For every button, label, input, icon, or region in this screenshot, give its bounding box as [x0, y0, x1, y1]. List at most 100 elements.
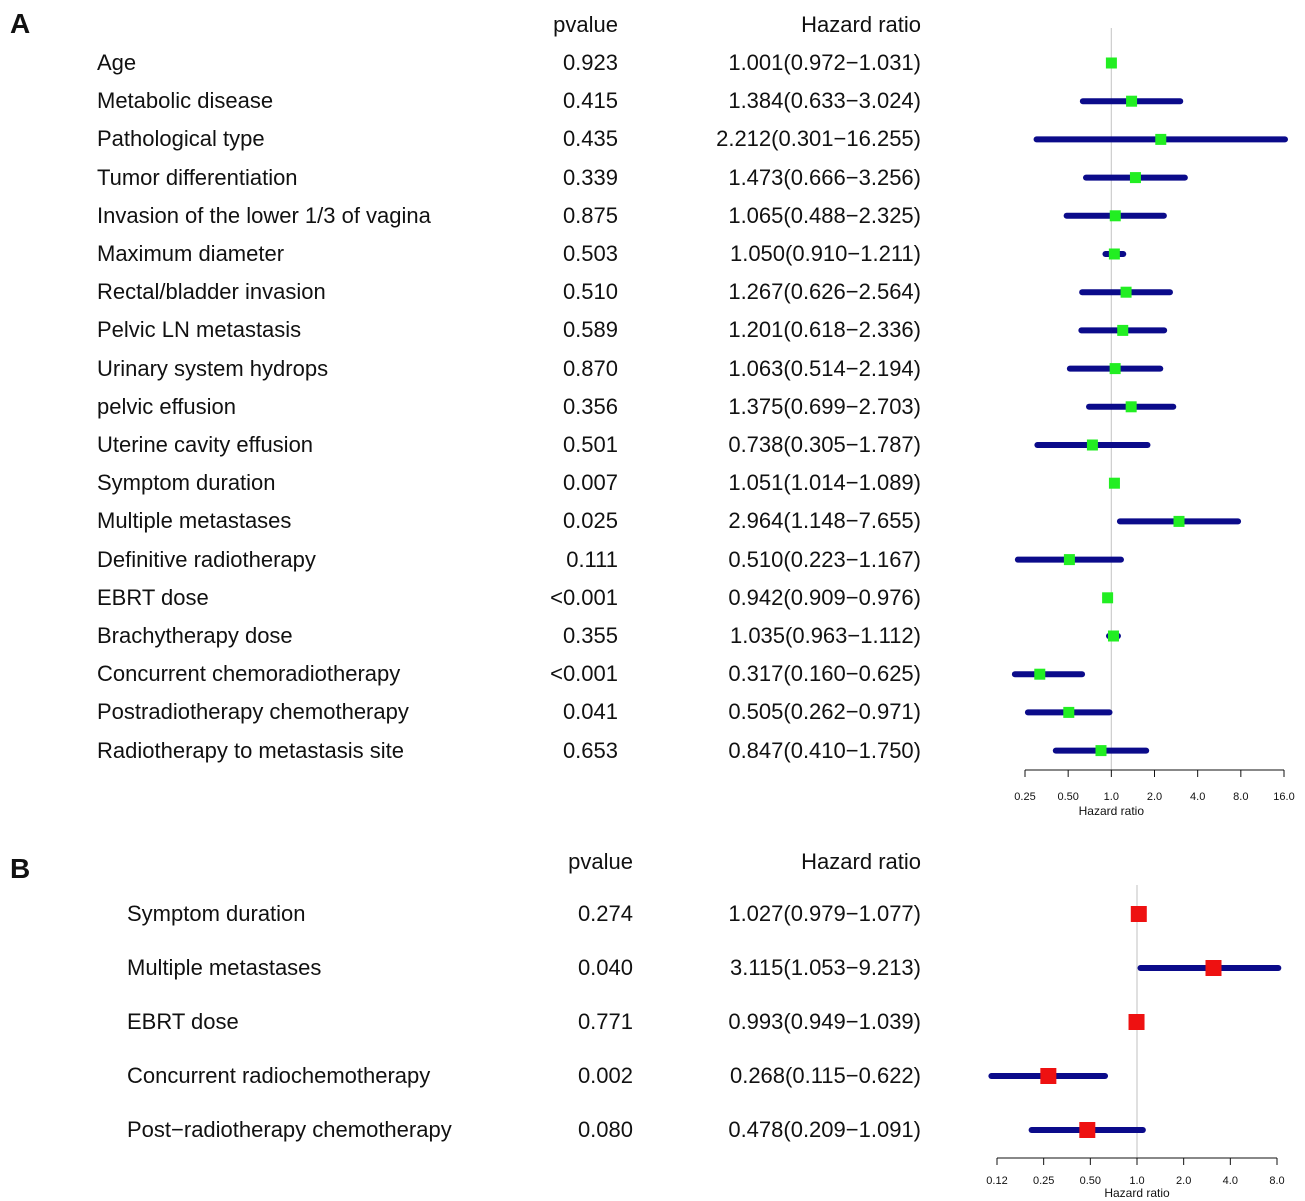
hr-marker	[1034, 668, 1046, 680]
row-pvalue: 0.771	[577, 1009, 633, 1034]
row-label: Brachytherapy dose	[97, 623, 293, 648]
x-tick-label: 0.50	[1057, 791, 1078, 803]
row-hazard-ratio: 3.115(1.053−9.213)	[729, 955, 921, 980]
row-pvalue: 0.501	[562, 432, 618, 457]
row-hazard-ratio: 0.505(0.262−0.971)	[728, 699, 921, 725]
row-label: Post−radiotherapy chemotherapy	[127, 1117, 452, 1142]
row-hazard-ratio: 0.478(0.209−1.091)	[728, 1117, 921, 1142]
row-label: Invasion of the lower 1/3 of vagina	[97, 202, 431, 228]
x-tick-label: 0.25	[1014, 791, 1035, 803]
hr-marker	[1102, 592, 1114, 604]
hazard-ratio-header: Hazard ratio	[801, 12, 921, 37]
row-hazard-ratio: 1.375(0.699−2.703)	[728, 393, 921, 419]
row-pvalue: 0.007	[562, 470, 618, 496]
row-hazard-ratio: 0.268(0.115−0.622)	[729, 1063, 921, 1088]
row-label: Pathological type	[97, 126, 265, 152]
row-label: Multiple metastases	[97, 508, 292, 534]
row-pvalue: 0.356	[562, 393, 618, 419]
row-label: Maximum diameter	[97, 241, 285, 266]
x-tick-label: 8.0	[1269, 1175, 1284, 1187]
row-label: Postradiotherapy chemotherapy	[97, 699, 409, 725]
row-label: Age	[97, 50, 137, 75]
hr-marker	[1155, 133, 1167, 145]
hr-marker	[1095, 745, 1107, 757]
row-hazard-ratio: 1.267(0.626−2.564)	[728, 279, 921, 305]
x-tick-label: 8.0	[1233, 791, 1248, 803]
row-hazard-ratio: 2.964(1.148−7.655)	[728, 508, 921, 534]
row-pvalue: 0.510	[562, 279, 618, 305]
x-tick-label: 4.0	[1223, 1175, 1238, 1187]
row-pvalue: <0.001	[550, 584, 618, 610]
row-pvalue: 0.875	[562, 202, 618, 228]
row-label: Urinary system hydrops	[97, 355, 329, 381]
row-hazard-ratio: 2.212(0.301−16.255)	[716, 126, 921, 152]
row-hazard-ratio: 1.050(0.910−1.211)	[729, 241, 921, 266]
row-hazard-ratio: 0.510(0.223−1.167)	[728, 546, 921, 572]
row-pvalue: 0.111	[566, 546, 618, 572]
hr-marker	[1109, 363, 1121, 375]
hazard-ratio-header: Hazard ratio	[801, 849, 921, 874]
x-axis-title: Hazard ratio	[1104, 1186, 1170, 1200]
hr-marker	[1107, 630, 1119, 642]
row-pvalue: 0.339	[562, 164, 618, 190]
hr-marker	[1040, 1068, 1057, 1084]
row-label: Concurrent chemoradiotherapy	[97, 661, 401, 687]
row-label: Metabolic disease	[97, 88, 274, 114]
hr-marker	[1126, 95, 1138, 107]
hr-marker	[1130, 906, 1147, 922]
row-pvalue: 0.870	[562, 355, 618, 381]
row-hazard-ratio: 0.993(0.949−1.039)	[728, 1009, 921, 1034]
x-tick-label: 0.12	[986, 1175, 1007, 1187]
hr-marker	[1117, 324, 1129, 336]
row-pvalue: 0.503	[562, 241, 618, 266]
hr-marker	[1086, 439, 1098, 451]
row-hazard-ratio: 1.063(0.514−2.194)	[728, 355, 921, 381]
hr-marker	[1120, 286, 1132, 298]
row-pvalue: 0.080	[577, 1117, 633, 1142]
row-label: EBRT dose	[97, 584, 209, 610]
hr-marker	[1128, 1014, 1145, 1030]
row-pvalue: 0.025	[562, 508, 618, 534]
row-hazard-ratio: 0.738(0.305−1.787)	[728, 432, 921, 457]
row-pvalue: 0.002	[577, 1063, 633, 1088]
row-label: Rectal/bladder invasion	[97, 279, 326, 305]
row-pvalue: <0.001	[550, 661, 618, 687]
x-tick-label: 4.0	[1190, 791, 1205, 803]
row-pvalue: 0.041	[562, 699, 618, 725]
row-hazard-ratio: 1.001(0.972−1.031)	[728, 50, 921, 75]
row-label: Symptom duration	[127, 901, 306, 926]
panel-label: B	[10, 853, 31, 884]
x-tick-label: 2.0	[1176, 1175, 1191, 1187]
hr-marker	[1105, 57, 1117, 69]
hr-marker	[1108, 248, 1120, 260]
hr-marker	[1108, 477, 1120, 489]
hr-marker	[1173, 515, 1185, 527]
row-label: EBRT dose	[127, 1009, 239, 1034]
row-hazard-ratio: 1.384(0.633−3.024)	[728, 88, 921, 114]
row-label: Pelvic LN metastasis	[97, 317, 302, 343]
x-tick-label: 16.0	[1273, 791, 1294, 803]
row-hazard-ratio: 1.473(0.666−3.256)	[728, 164, 921, 190]
row-label: Definitive radiotherapy	[97, 546, 316, 572]
x-axis-title: Hazard ratio	[1079, 804, 1145, 818]
hr-marker	[1125, 401, 1137, 413]
x-tick-label: 0.25	[1033, 1175, 1054, 1187]
hr-marker	[1205, 960, 1222, 976]
x-tick-label: 2.0	[1147, 791, 1162, 803]
row-label: Radiotherapy to metastasis site	[97, 737, 404, 763]
x-tick-label: 1.0	[1104, 791, 1119, 803]
row-label: Uterine cavity effusion	[97, 432, 314, 457]
row-pvalue: 0.415	[562, 88, 618, 114]
row-label: Multiple metastases	[127, 955, 322, 980]
row-hazard-ratio: 1.051(1.014−1.089)	[728, 470, 921, 496]
row-pvalue: 0.589	[562, 317, 618, 343]
pvalue-header: pvalue	[568, 849, 633, 874]
panel-label: A	[10, 8, 31, 39]
row-hazard-ratio: 0.942(0.909−0.976)	[728, 584, 921, 610]
row-hazard-ratio: 0.317(0.160−0.625)	[728, 661, 921, 687]
row-pvalue: 0.435	[562, 126, 618, 152]
row-hazard-ratio: 1.035(0.963−1.112)	[729, 623, 921, 648]
hr-marker	[1063, 554, 1075, 566]
hr-marker	[1063, 706, 1075, 718]
